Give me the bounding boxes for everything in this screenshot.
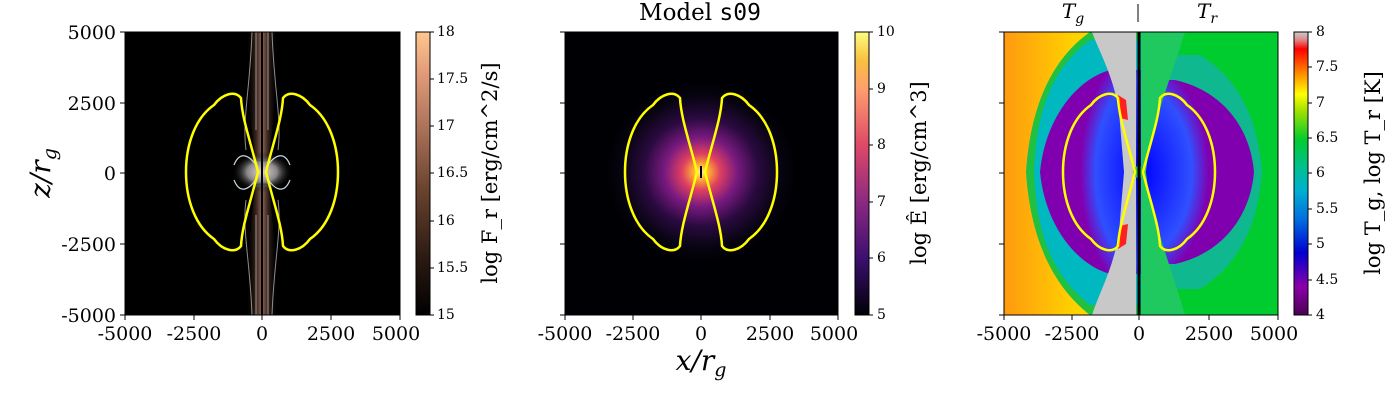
colorbar-tick-label: 15 bbox=[437, 307, 455, 323]
y-tick-label: -5000 bbox=[61, 305, 116, 327]
colorbar-tick-label: 6 bbox=[1316, 165, 1325, 181]
x-tick-label: -2500 bbox=[1045, 323, 1100, 345]
y-tick-label: 2500 bbox=[68, 93, 116, 115]
colorbar-tick-label: 5 bbox=[1316, 236, 1325, 252]
flux-colorbar bbox=[415, 31, 431, 316]
temperature-photosphere-contour bbox=[1061, 92, 1217, 252]
x-tick-label: 5000 bbox=[1250, 323, 1298, 345]
panel-energy-density: Model s09 -5000 -2500 0 2500 5000 bbox=[538, 0, 931, 381]
x-tick-label: -5000 bbox=[538, 323, 593, 345]
energy-y-ticks bbox=[560, 31, 565, 316]
gas-temperature-label: Tg bbox=[1062, 0, 1084, 27]
colorbar-tick-label: 17.5 bbox=[437, 71, 468, 87]
colorbar-tick-label: 8 bbox=[877, 137, 886, 153]
x-tick-label: 2500 bbox=[307, 323, 355, 345]
colorbar-tick-label: 9 bbox=[877, 81, 886, 97]
radiation-temperature-label: Tr bbox=[1197, 0, 1218, 27]
x-tick-label: 5000 bbox=[372, 323, 420, 345]
x-tick-label: 0 bbox=[695, 323, 707, 345]
colorbar-tick-label: 5 bbox=[877, 307, 886, 323]
gas-hot-edges bbox=[1118, 95, 1128, 249]
colorbar-tick-label: 7 bbox=[1316, 95, 1325, 111]
energy-photosphere-contour bbox=[623, 92, 779, 252]
colorbar-tick-label: 15.5 bbox=[437, 260, 468, 276]
energy-x-axis: -5000 -2500 0 2500 5000 bbox=[538, 315, 858, 345]
x-tick-label: 5000 bbox=[810, 323, 858, 345]
panel-flux: 5000 2500 0 -2500 -5000 z/rg -5000 -2500… bbox=[24, 22, 502, 345]
temperature-x-axis: -5000 -2500 0 2500 5000 bbox=[977, 315, 1298, 345]
x-tick-label: -5000 bbox=[98, 323, 153, 345]
figure-title: Model s09 bbox=[639, 0, 761, 26]
colorbar-tick-label: 17 bbox=[437, 118, 455, 134]
y-tick-label: 0 bbox=[104, 163, 116, 185]
panel-temperature: Tg Tr bbox=[977, 0, 1385, 345]
colorbar-tick-label: 6 bbox=[877, 250, 886, 266]
x-tick-label: -2500 bbox=[606, 323, 661, 345]
energy-colorbar bbox=[854, 31, 870, 316]
flux-x-axis: -5000 -2500 0 2500 5000 bbox=[98, 315, 420, 345]
colorbar-tick-label: 7 bbox=[877, 194, 886, 210]
x-tick-label: -2500 bbox=[167, 323, 222, 345]
colorbar-tick-label: 4.5 bbox=[1316, 272, 1338, 288]
gas-purple-lobe bbox=[1040, 70, 1141, 274]
rad-purple-lobe bbox=[1141, 80, 1254, 264]
colorbar-tick-label: 7.5 bbox=[1316, 59, 1338, 75]
energy-colorbar-label: log Ê [erg/cm^3] bbox=[907, 81, 931, 264]
flux-y-axis: 5000 2500 0 -2500 -5000 bbox=[61, 22, 125, 327]
y-axis-label: z/rg bbox=[24, 148, 61, 199]
x-tick-label: 2500 bbox=[746, 323, 794, 345]
x-tick-label: 0 bbox=[256, 323, 268, 345]
flux-jet-glow bbox=[246, 32, 278, 315]
temperature-colorbar-label: log T_g, log T_r [K] bbox=[1361, 71, 1385, 275]
colorbar-tick-label: 8 bbox=[1316, 24, 1325, 40]
flux-contour-lines bbox=[244, 32, 280, 315]
rad-funnel bbox=[1141, 32, 1185, 315]
colorbar-tick-label: 18 bbox=[437, 24, 455, 40]
x-axis-label: x/rg bbox=[676, 344, 727, 381]
colorbar-tick-label: 6.5 bbox=[1316, 130, 1338, 146]
y-tick-label: -2500 bbox=[61, 234, 116, 256]
flux-colorbar-label: log F_r [erg/cm^2/s] bbox=[478, 62, 502, 283]
colorbar-tick-label: 10 bbox=[877, 24, 895, 40]
colorbar-tick-label: 5.5 bbox=[1316, 201, 1338, 217]
colorbar-tick-label: 16 bbox=[437, 213, 455, 229]
temperature-colorbar bbox=[1293, 31, 1309, 316]
temperature-y-ticks bbox=[999, 31, 1004, 316]
energy-colorbar-ticks: 5 6 7 8 9 10 bbox=[869, 24, 895, 323]
colorbar-tick-label: 16.5 bbox=[437, 165, 468, 181]
flux-photosphere-contour bbox=[184, 92, 340, 252]
x-tick-label: -5000 bbox=[977, 323, 1032, 345]
x-tick-label: 0 bbox=[1133, 323, 1145, 345]
x-tick-label: 2500 bbox=[1185, 323, 1233, 345]
colorbar-tick-label: 4 bbox=[1316, 307, 1325, 323]
y-tick-label: 5000 bbox=[68, 22, 116, 44]
flux-core-contours bbox=[233, 155, 291, 190]
temperature-colorbar-ticks: 4 4.5 5 5.5 6 6.5 7 7.5 8 bbox=[1308, 24, 1338, 323]
flux-colorbar-ticks: 15 15.5 16 16.5 17 17.5 18 bbox=[430, 24, 468, 323]
